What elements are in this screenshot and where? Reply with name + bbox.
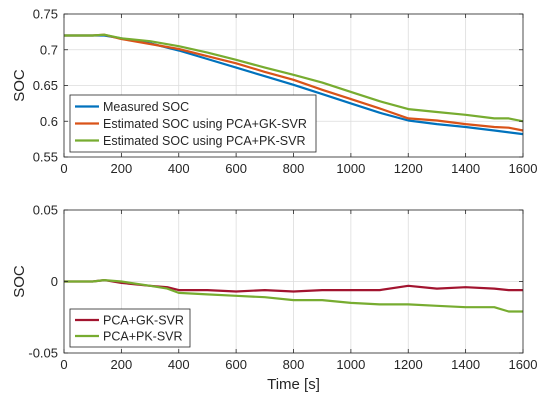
y-tick-label: 0.7 [40, 42, 58, 57]
x-tick-label: 400 [168, 161, 190, 176]
x-tick-label: 600 [225, 357, 247, 372]
y-tick-label: 0.6 [40, 114, 58, 129]
x-tick-label: 0 [60, 357, 67, 372]
series-line-2 [64, 279, 523, 313]
x-tick-label: 1600 [509, 357, 538, 372]
x-tick-label: 800 [283, 161, 305, 176]
x-tick-label: 1200 [394, 161, 423, 176]
x-tick-label: 1400 [451, 161, 480, 176]
legend-box [69, 308, 191, 348]
y-tick-label: 0.55 [33, 150, 58, 165]
x-axis-title: Time [s] [267, 376, 320, 393]
x-tick-label: 200 [111, 161, 133, 176]
legend: Measured SOC Estimated SOC using PCA+GK-S… [69, 94, 317, 153]
legend: PCA+GK-SVR PCA+PK-SVR [69, 308, 191, 348]
x-tick-label: 600 [225, 161, 247, 176]
legend-label: Measured SOC [103, 100, 189, 114]
legend-label: PCA+GK-SVR [103, 314, 184, 328]
legend-label: Estimated SOC using PCA+GK-SVR [103, 117, 307, 131]
y-tick-label: 0.05 [33, 203, 58, 218]
y-tick-label: 0 [51, 274, 58, 289]
x-tick-label: 1400 [451, 357, 480, 372]
legend-box [69, 94, 317, 153]
x-tick-label: 800 [283, 357, 305, 372]
y-tick-label: 0.75 [33, 7, 58, 22]
x-tick-label: 1200 [394, 357, 423, 372]
x-tick-label: 200 [111, 357, 133, 372]
series-line-3 [64, 33, 524, 123]
chart-panel-1: 0 200 400 600 800 1000 1200 1400 1600 0.55 0.6 0.65… [11, 7, 537, 177]
series-line-1 [64, 279, 523, 293]
y-tick-label: -0.05 [28, 346, 58, 361]
x-tick-label: 1000 [336, 161, 365, 176]
x-tick-label: 400 [168, 357, 190, 372]
y-axis-title: SOC [11, 69, 28, 102]
y-axis-title: SOC [11, 265, 28, 298]
y-tick-label: 0.65 [33, 78, 58, 93]
x-tick-label: 1600 [509, 161, 538, 176]
legend-label: Estimated SOC using PCA+PK-SVR [103, 134, 306, 148]
legend-label: PCA+PK-SVR [103, 330, 183, 344]
chart-panel-2: 0 200 400 600 800 1000 1200 1400 1600-0.0500.05S… [11, 203, 537, 394]
x-tick-label: 1000 [336, 357, 365, 372]
x-tick-label: 0 [60, 161, 67, 176]
